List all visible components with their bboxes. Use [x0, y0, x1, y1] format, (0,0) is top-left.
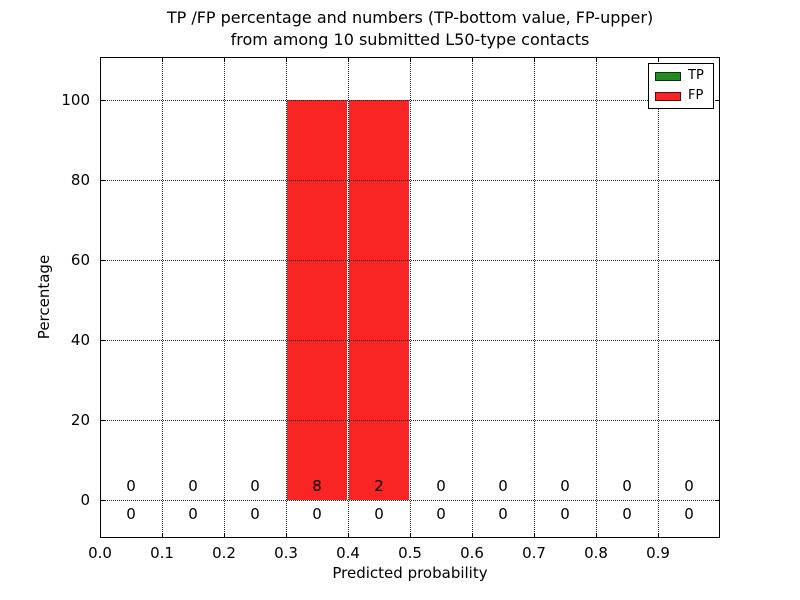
fp-count-label: 0: [560, 477, 570, 495]
tp-swatch-icon: [655, 71, 681, 81]
x-tick-mark-bottom: [348, 533, 349, 538]
plot-area: [100, 57, 720, 538]
x-tick-mark-top: [472, 57, 473, 62]
fp-count-label: 0: [622, 477, 632, 495]
chart-title-line2: from among 10 submitted L50-type contact…: [230, 30, 590, 49]
y-tick-mark-left: [100, 420, 105, 421]
tp-count-label: 0: [622, 505, 632, 523]
gridline-x-0.3: [286, 57, 287, 538]
y-tick-label-80: 80: [70, 171, 90, 189]
x-tick-mark-top: [162, 57, 163, 62]
tp-count-label: 0: [560, 505, 570, 523]
gridline-x-0.2: [224, 57, 225, 538]
x-tick-label-0.7: 0.7: [522, 544, 546, 562]
y-tick-mark-left: [100, 180, 105, 181]
gridline-x-0.1: [162, 57, 163, 538]
y-tick-mark-left: [100, 340, 105, 341]
x-tick-mark-bottom: [658, 533, 659, 538]
chart-title-line1: TP /FP percentage and numbers (TP-bottom…: [166, 8, 654, 27]
legend-label-fp: FP: [688, 88, 704, 103]
x-tick-label-0.3: 0.3: [274, 544, 298, 562]
gridline-x-0.5: [410, 57, 411, 538]
x-tick-label-0.5: 0.5: [398, 544, 422, 562]
gridline-x-0.6: [472, 57, 473, 538]
y-tick-mark-right: [715, 180, 720, 181]
tp-count-label: 0: [498, 505, 508, 523]
fp-swatch-icon: [655, 91, 681, 101]
x-tick-mark-bottom: [100, 533, 101, 538]
gridline-x-0.9: [658, 57, 659, 538]
tp-count-label: 0: [188, 505, 198, 523]
y-tick-label-40: 40: [70, 331, 90, 349]
x-tick-mark-top: [410, 57, 411, 62]
x-tick-mark-top: [348, 57, 349, 62]
x-tick-label-0.2: 0.2: [212, 544, 236, 562]
x-tick-mark-top: [100, 57, 101, 62]
y-tick-mark-left: [100, 100, 105, 101]
tp-count-label: 0: [374, 505, 384, 523]
fp-bar: [349, 100, 409, 500]
x-tick-mark-bottom: [224, 533, 225, 538]
tp-count-label: 0: [684, 505, 694, 523]
x-tick-mark-bottom: [286, 533, 287, 538]
fp-count-label: 2: [374, 477, 384, 495]
y-tick-mark-right: [715, 420, 720, 421]
y-tick-label-60: 60: [70, 251, 90, 269]
legend: TP FP: [648, 63, 714, 109]
fp-count-label: 0: [498, 477, 508, 495]
x-tick-label-0.1: 0.1: [150, 544, 174, 562]
fp-count-label: 0: [126, 477, 136, 495]
x-axis-label: Predicted probability: [332, 564, 488, 582]
fp-count-label: 8: [312, 477, 322, 495]
legend-label-tp: TP: [688, 68, 704, 83]
y-tick-mark-right: [715, 500, 720, 501]
x-tick-mark-top: [596, 57, 597, 62]
x-tick-label-0: 0.0: [88, 544, 112, 562]
tp-count-label: 0: [436, 505, 446, 523]
fp-count-label: 0: [684, 477, 694, 495]
y-tick-mark-right: [715, 260, 720, 261]
x-tick-label-0.6: 0.6: [460, 544, 484, 562]
tp-count-label: 0: [126, 505, 136, 523]
x-tick-label-0.9: 0.9: [646, 544, 670, 562]
x-tick-mark-bottom: [472, 533, 473, 538]
gridline-x-0.7: [534, 57, 535, 538]
x-tick-mark-top: [534, 57, 535, 62]
x-tick-mark-top: [658, 57, 659, 62]
legend-item-fp: FP: [655, 89, 707, 103]
x-tick-label-0.8: 0.8: [584, 544, 608, 562]
fp-bar: [287, 100, 347, 500]
x-tick-mark-bottom: [596, 533, 597, 538]
gridline-x-0.4: [348, 57, 349, 538]
gridline-x-0.8: [596, 57, 597, 538]
fp-count-label: 0: [250, 477, 260, 495]
y-tick-label-0: 0: [80, 491, 90, 509]
fp-count-label: 0: [188, 477, 198, 495]
y-tick-mark-left: [100, 260, 105, 261]
fp-count-label: 0: [436, 477, 446, 495]
y-tick-mark-left: [100, 500, 105, 501]
legend-item-tp: TP: [655, 69, 707, 83]
x-tick-mark-bottom: [162, 533, 163, 538]
x-tick-label-0.4: 0.4: [336, 544, 360, 562]
y-tick-mark-right: [715, 100, 720, 101]
x-tick-mark-top: [224, 57, 225, 62]
x-tick-mark-bottom: [534, 533, 535, 538]
x-tick-mark-top: [286, 57, 287, 62]
y-tick-label-20: 20: [70, 411, 90, 429]
tp-count-label: 0: [250, 505, 260, 523]
x-tick-mark-bottom: [410, 533, 411, 538]
y-tick-mark-right: [715, 340, 720, 341]
tp-count-label: 0: [312, 505, 322, 523]
chart-title: TP /FP percentage and numbers (TP-bottom…: [100, 7, 720, 51]
y-tick-label-100: 100: [61, 91, 90, 109]
